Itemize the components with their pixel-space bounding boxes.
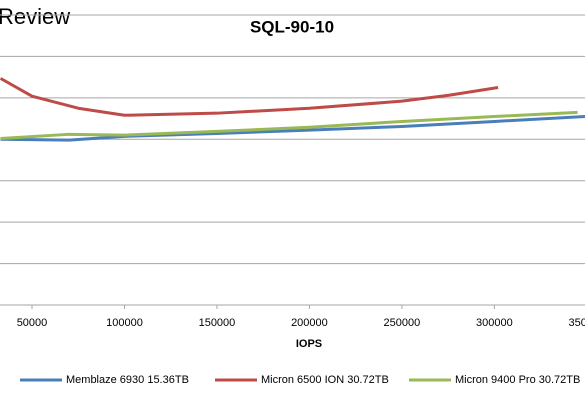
x-tick-label: 300000 <box>476 317 513 329</box>
series-line <box>0 110 578 140</box>
legend-label: Micron 6500 ION 30.72TB <box>261 374 389 386</box>
x-tick-label: 350000 <box>568 317 585 329</box>
series-line <box>0 115 585 142</box>
chart-title: SQL-90-10 <box>250 17 334 36</box>
x-tick-label: 250000 <box>384 317 421 329</box>
series-line <box>0 77 499 117</box>
legend-label: Memblaze 6930 15.36TB <box>66 374 189 386</box>
x-tick-label: 150000 <box>199 317 236 329</box>
x-tick-label: 50000 <box>17 317 48 329</box>
x-tick-label: 100000 <box>106 317 143 329</box>
x-axis-label: IOPS <box>296 338 322 350</box>
x-tick-label: 200000 <box>291 317 328 329</box>
legend-label: Micron 9400 Pro 30.72TB <box>455 374 580 386</box>
site-logo: Review <box>0 4 70 29</box>
